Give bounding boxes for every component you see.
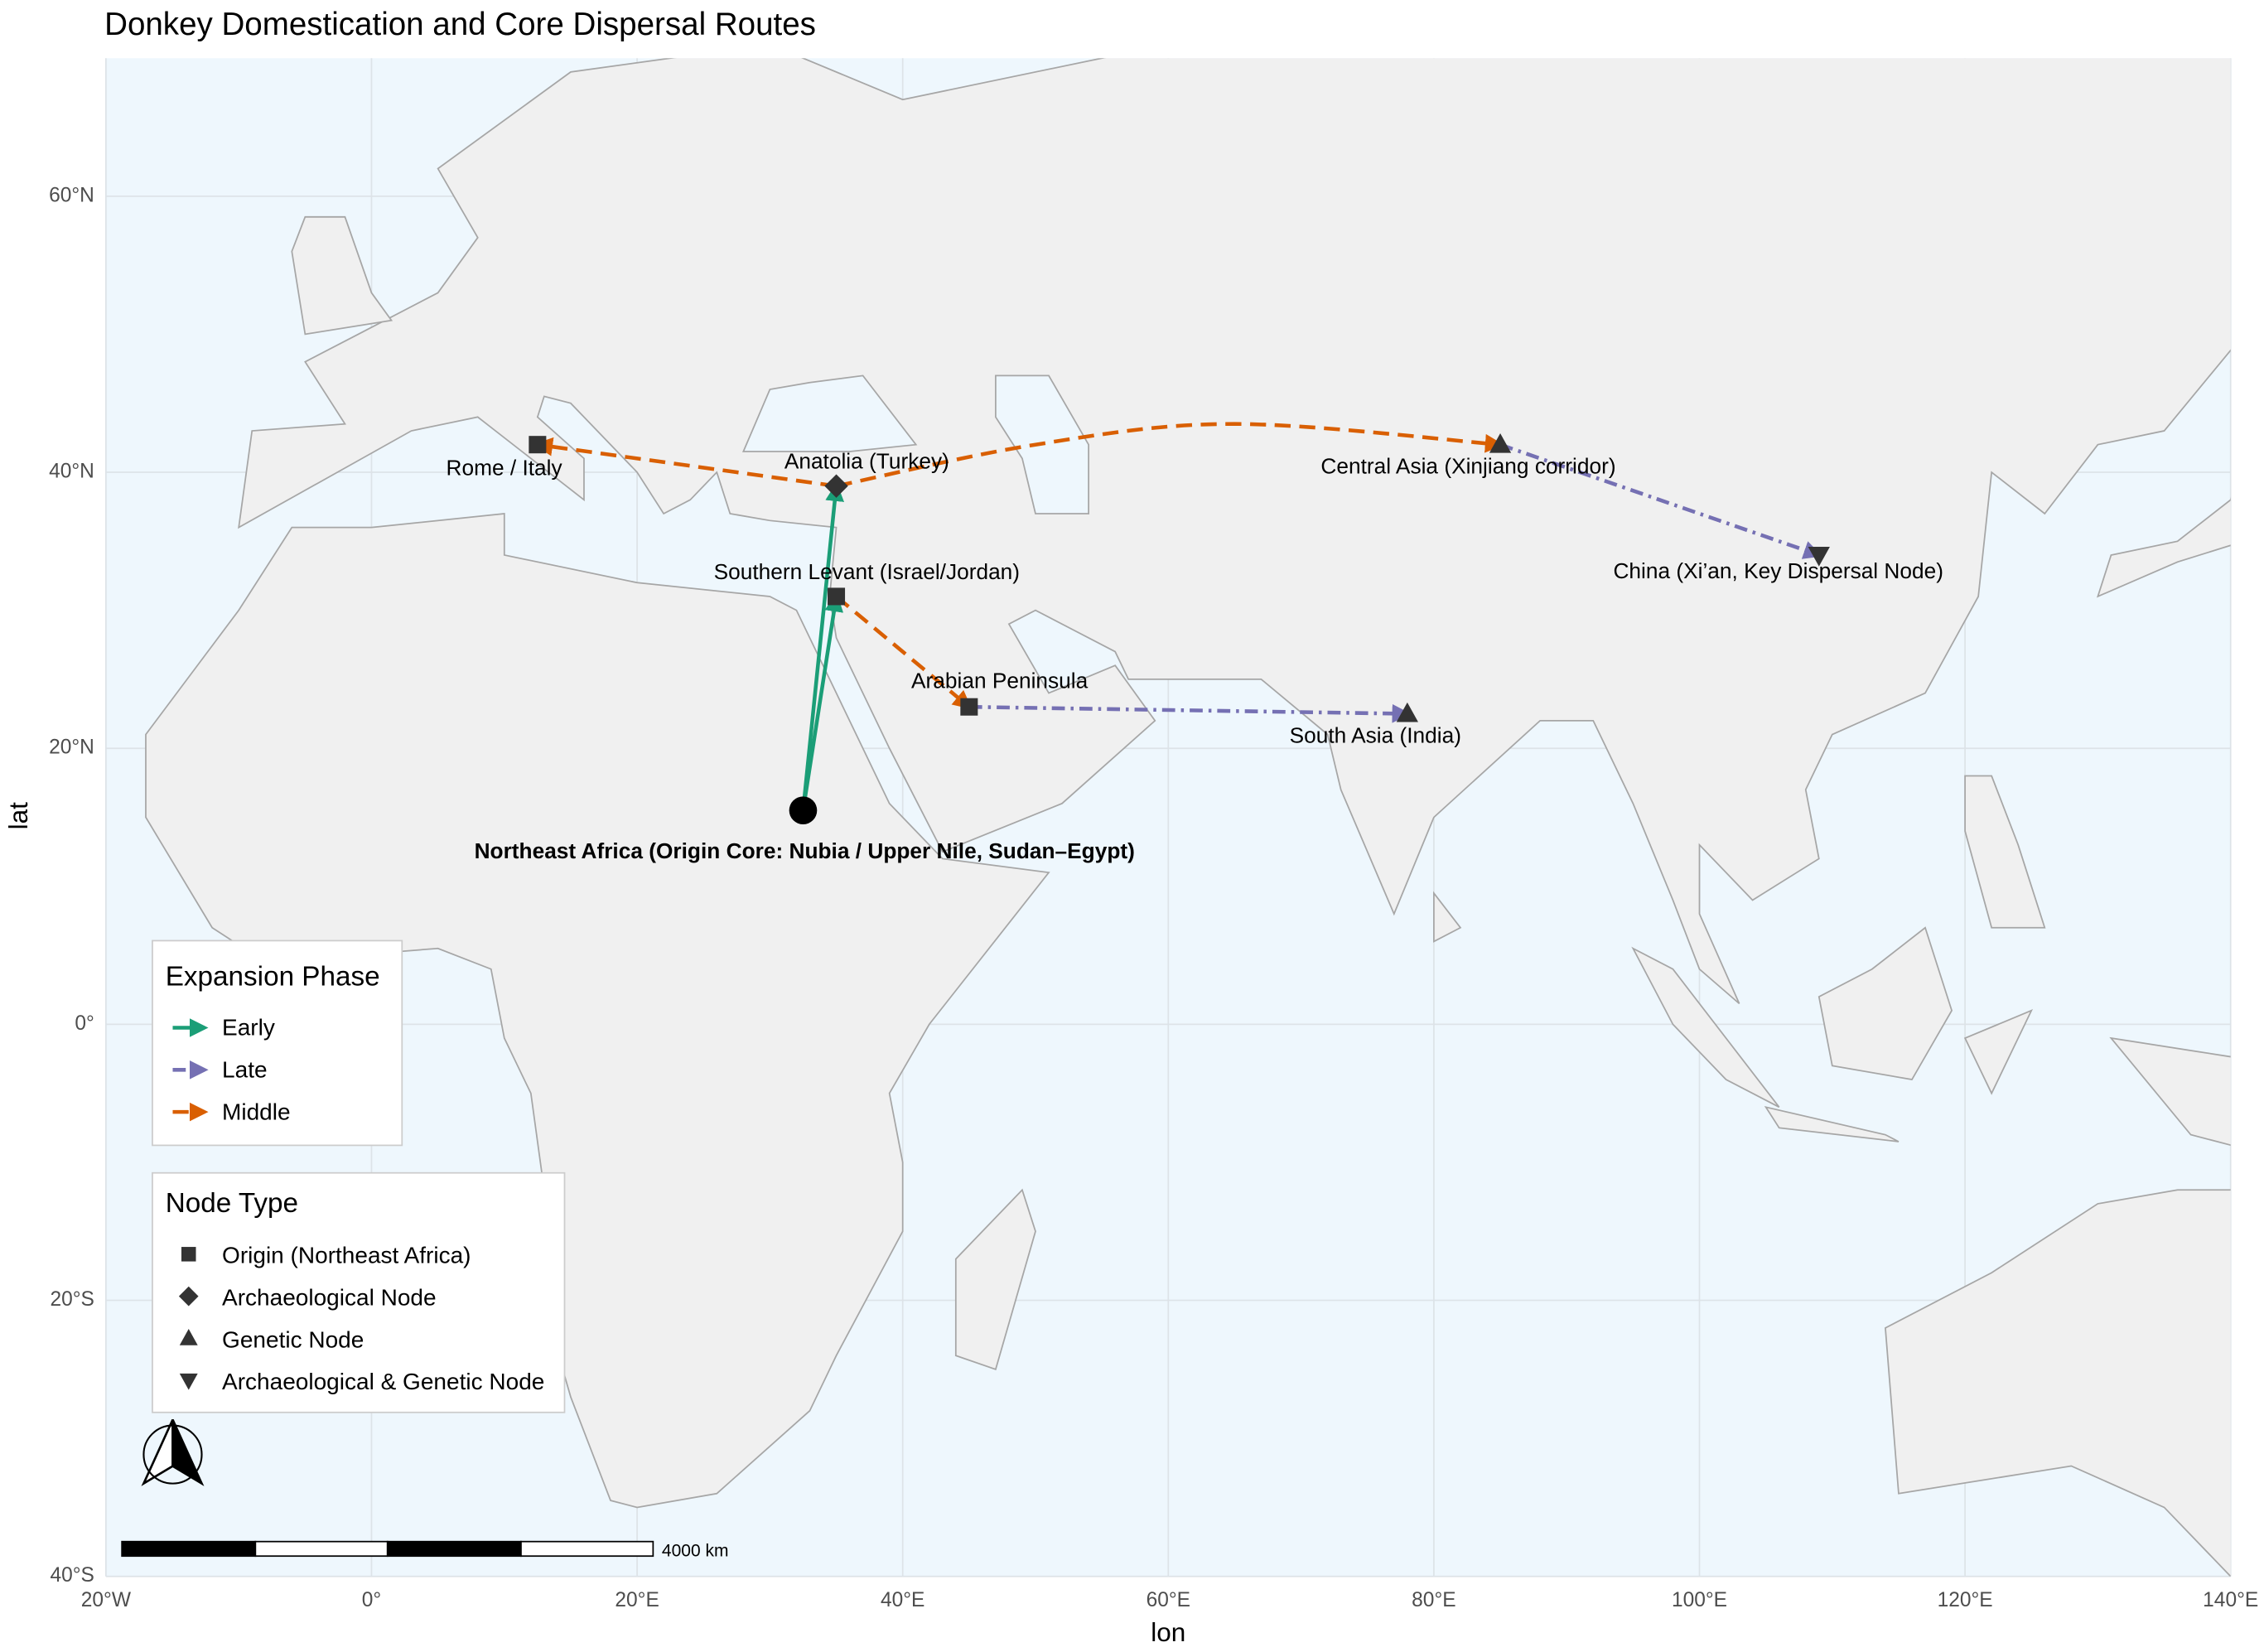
landmass (291, 215, 393, 336)
y-tick-label: 60°N (49, 184, 94, 206)
route (835, 595, 973, 710)
x-tick-label: 20°E (615, 1589, 659, 1611)
route (801, 482, 845, 811)
landmass (1433, 891, 1462, 943)
landmass (1817, 926, 1953, 1080)
legend-title: Node Type (166, 1188, 298, 1219)
node-label: Southern Levant (Israel/Jordan) (714, 559, 1020, 584)
y-tick-label: 20°N (49, 737, 94, 759)
landmass (145, 513, 1050, 1509)
scale-bar: 4000 km (121, 1540, 729, 1561)
legend-label: Middle (222, 1099, 291, 1124)
landmass (2109, 1036, 2231, 1147)
legend-label: Late (222, 1056, 268, 1082)
legend-title: Expansion Phase (166, 962, 380, 993)
nodes: Northeast Africa (Origin Core: Nubia / U… (447, 433, 1943, 863)
landmass (1964, 775, 2046, 929)
y-axis-title: lat (3, 802, 33, 830)
route (1499, 442, 1823, 559)
node-label: Central Asia (Xinjiang corridor) (1320, 454, 1615, 479)
route (968, 703, 1412, 723)
node-marker (1489, 433, 1512, 453)
scale-label: 4000 km (662, 1542, 729, 1561)
landmass (1631, 946, 1780, 1109)
node-label: Northeast Africa (Origin Core: Nubia / U… (475, 838, 1135, 863)
legends: Early Late Middle Origin (Northeast Africa)… (172, 1015, 544, 1394)
route (533, 437, 837, 488)
legend-label: Archaeological Node (222, 1285, 437, 1311)
node-marker (1396, 702, 1418, 722)
x-tick-label: 120°E (1938, 1589, 1993, 1611)
node-label: South Asia (India) (1290, 723, 1461, 748)
node-label: Rome / Italy (447, 455, 563, 480)
x-tick-label: 60°E (1146, 1589, 1190, 1611)
x-tick-label: 40°E (881, 1589, 924, 1611)
landmass (1963, 1009, 2034, 1095)
node-label: China (Xi’an, Key Dispersal Node) (1613, 558, 1943, 583)
routes (533, 422, 1823, 811)
land (145, 58, 2231, 1577)
x-axis-title: lon (1151, 1617, 1185, 1647)
x-tick-label: 140°E (2203, 1589, 2258, 1611)
node-marker (789, 796, 818, 824)
node-marker (828, 587, 846, 606)
legend-label: Origin (Northeast Africa) (222, 1243, 471, 1268)
node-marker (179, 1329, 198, 1345)
landmass (2096, 497, 2231, 598)
legend-label: Early (222, 1015, 275, 1041)
y-tick-label: 20°S (50, 1288, 94, 1311)
x-tick-label: 20°W (81, 1589, 132, 1611)
node-marker (529, 436, 547, 454)
node-label: Arabian Peninsula (911, 668, 1089, 693)
node-marker (1808, 546, 1830, 567)
x-tick-label: 80°E (1412, 1589, 1455, 1611)
landmass (1764, 1105, 1900, 1142)
legend-label: Archaeological & Genetic Node (222, 1369, 544, 1394)
chart-title: Donkey Domestication and Core Dispersal … (104, 7, 816, 42)
landmass (954, 1188, 1036, 1370)
landmass (1885, 1189, 2231, 1577)
y-tick-label: 40°S (50, 1564, 94, 1587)
node-marker (824, 474, 848, 498)
y-tick-label: 0° (75, 1012, 94, 1035)
legend-label: Genetic Node (222, 1326, 364, 1352)
node-marker (181, 1247, 196, 1262)
inland-sea (742, 374, 918, 452)
legend-box (152, 1171, 566, 1413)
x-tick-label: 100°E (1672, 1589, 1727, 1611)
x-tick-label: 0° (362, 1589, 381, 1611)
node-marker (179, 1373, 198, 1390)
landmass (238, 58, 2231, 1005)
north-arrow (141, 1418, 205, 1486)
y-tick-label: 40°N (49, 460, 94, 482)
node-marker (960, 698, 978, 716)
node-label: Anatolia (Turkey) (784, 449, 949, 474)
